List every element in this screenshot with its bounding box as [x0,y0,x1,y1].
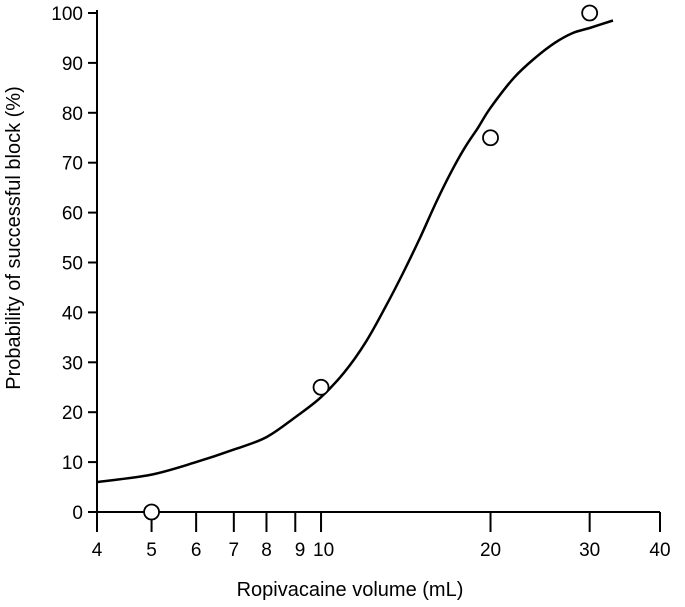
x-tick-label: 5 [146,540,157,561]
data-points-layer [143,4,599,521]
y-tick-label: 80 [62,104,83,125]
y-tick-label: 90 [62,54,83,75]
axes: 0 10 20 30 40 50 60 70 80 90 100 4 5 6 7 8 9 10 20 30 40 [51,4,670,561]
y-tick-label: 60 [62,204,83,225]
y-tick-label: 10 [62,453,83,474]
x-tick-label: 4 [92,540,103,561]
x-tick-label: 9 [295,540,306,561]
y-tick-label: 40 [62,303,83,324]
data-point [482,129,499,147]
x-axis-label: Ropivacaine volume (mL) [237,579,464,601]
y-tick-label: 30 [62,353,83,374]
y-tick-label: 70 [62,154,83,175]
data-point [312,378,330,396]
y-tick-label: 20 [62,403,83,424]
data-point [581,4,599,22]
x-tick-label: 7 [229,540,240,561]
fitted-curve-line [96,19,614,484]
fitted-curve-layer [96,19,614,484]
x-tick-label: 40 [649,540,670,561]
x-tick-label: 10 [313,540,334,561]
y-tick-label: 50 [62,254,83,275]
y-axis-label: Probability of successful block (%) [3,86,25,389]
x-tick-label: 8 [261,540,272,561]
x-tick-label: 20 [480,540,501,561]
y-tick-label: 0 [72,503,83,524]
x-tick-label: 30 [579,540,600,561]
data-point [143,503,160,521]
y-tick-label: 100 [51,4,83,25]
x-tick-label: 6 [191,540,202,561]
